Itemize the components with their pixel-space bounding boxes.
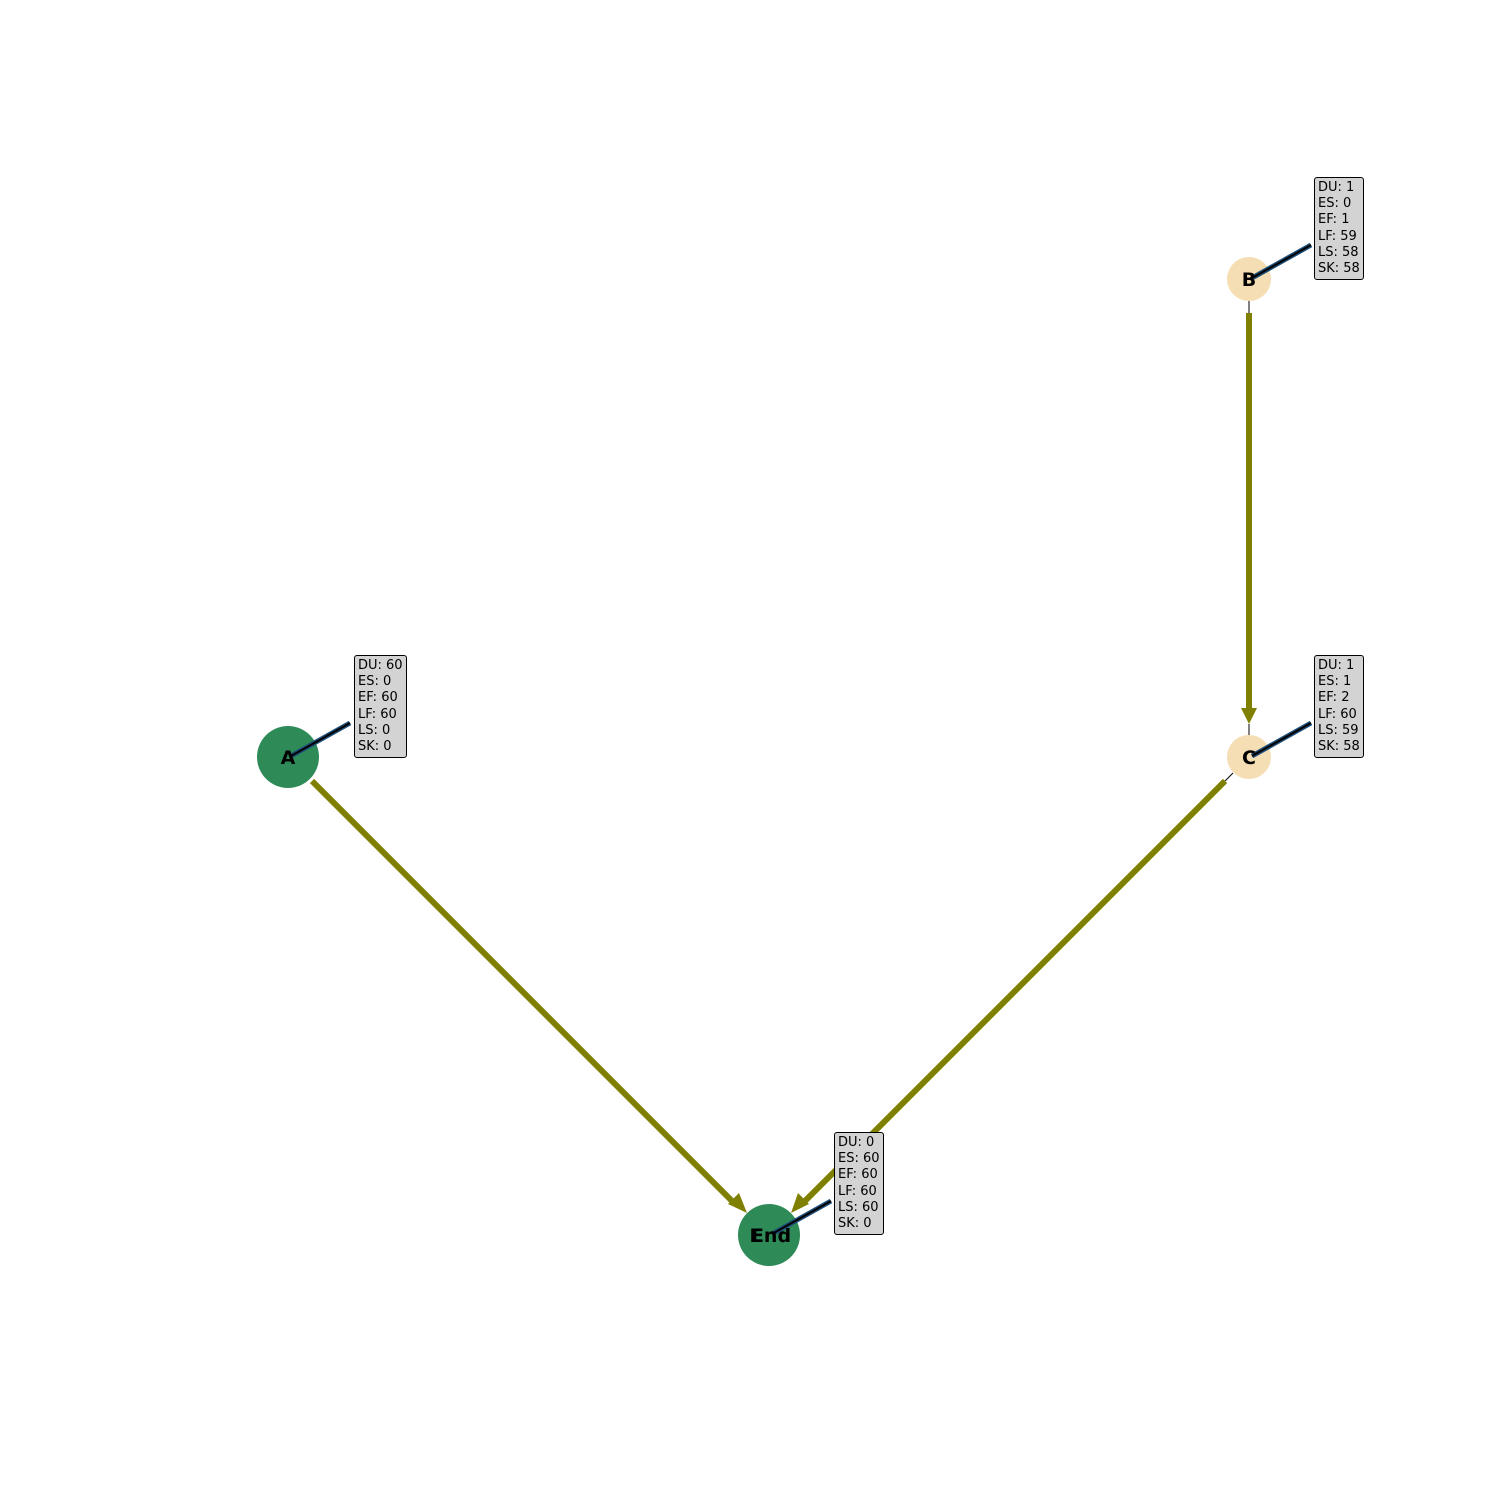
info-b-es: ES: 0 bbox=[1318, 196, 1352, 212]
info-b-sk: SK: 58 bbox=[1318, 261, 1360, 277]
info-c-sk: SK: 58 bbox=[1318, 739, 1360, 755]
info-b-lf: LF: 59 bbox=[1318, 228, 1357, 244]
info-c-ls: LS: 59 bbox=[1318, 722, 1359, 738]
node-a[interactable] bbox=[257, 726, 319, 788]
info-end-lf: LF: 60 bbox=[838, 1183, 877, 1199]
info-box-end: DU: 0 ES: 60 EF: 60 LF: 60 LS: 60 SK: 0 bbox=[834, 1132, 884, 1236]
info-c-es: ES: 1 bbox=[1318, 674, 1352, 690]
info-a-sk: SK: 0 bbox=[358, 739, 392, 755]
info-a-es: ES: 0 bbox=[358, 674, 392, 690]
info-a-lf: LF: 60 bbox=[358, 706, 397, 722]
connectors-layer bbox=[289, 242, 1313, 1237]
info-end-sk: SK: 0 bbox=[838, 1216, 872, 1232]
info-b-ef: EF: 1 bbox=[1318, 212, 1350, 228]
info-end-es: ES: 60 bbox=[838, 1151, 880, 1167]
edge-b-to-c-arrowhead bbox=[1241, 708, 1257, 724]
info-box-c: DU: 1 ES: 1 EF: 2 LF: 60 LS: 59 SK: 58 bbox=[1314, 655, 1364, 759]
info-b-ls: LS: 58 bbox=[1318, 244, 1359, 260]
info-box-b: DU: 1 ES: 0 EF: 1 LF: 59 LS: 58 SK: 58 bbox=[1314, 177, 1364, 281]
node-b[interactable] bbox=[1227, 257, 1271, 301]
info-a-ls: LS: 0 bbox=[358, 722, 391, 738]
info-c-lf: LF: 60 bbox=[1318, 706, 1357, 722]
edge-c-to-end-arrowhead bbox=[791, 1193, 809, 1213]
node-a-label: A bbox=[281, 747, 296, 769]
node-c[interactable] bbox=[1227, 735, 1271, 779]
node-end-label-overlay: E bbox=[750, 1225, 763, 1247]
info-b-du: DU: 1 bbox=[1318, 180, 1355, 195]
node-end[interactable] bbox=[738, 1204, 800, 1266]
node-b-label: B bbox=[1242, 269, 1256, 291]
node-c-label: C bbox=[1242, 747, 1256, 769]
info-end-du: DU: 0 bbox=[838, 1135, 875, 1150]
edge-a-to-end-arrowhead bbox=[728, 1193, 747, 1213]
info-a-ef: EF: 60 bbox=[358, 690, 398, 706]
info-c-ef: EF: 2 bbox=[1318, 690, 1350, 706]
labels-layer: A B C E End bbox=[281, 269, 1257, 1247]
info-end-ls: LS: 60 bbox=[838, 1199, 879, 1215]
info-end-ef: EF: 60 bbox=[838, 1167, 878, 1183]
info-c-du: DU: 1 bbox=[1318, 658, 1355, 673]
info-a-du: DU: 60 bbox=[358, 658, 403, 673]
nodes-layer bbox=[257, 257, 1271, 1266]
edges-layer bbox=[309, 300, 1257, 1213]
node-end-label: End bbox=[751, 1225, 791, 1247]
info-box-a: DU: 60 ES: 0 EF: 60 LF: 60 LS: 0 SK: 0 bbox=[354, 655, 407, 759]
edge-a-to-end bbox=[309, 778, 737, 1206]
